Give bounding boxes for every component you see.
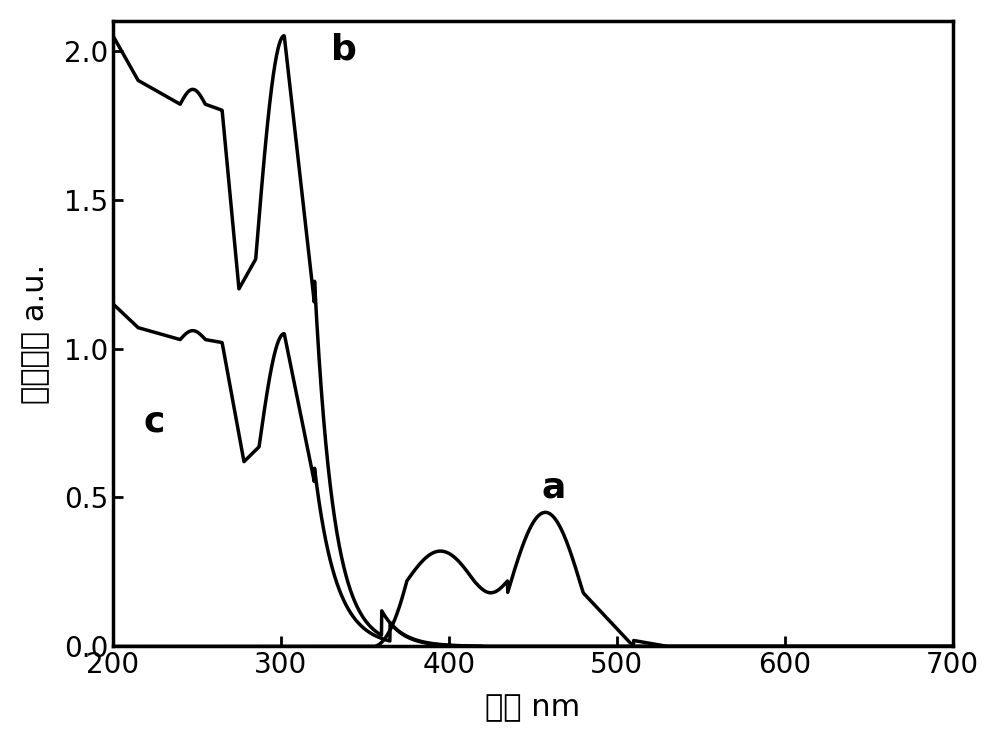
- Text: a: a: [541, 470, 566, 504]
- Y-axis label: 吸收強度 a.u.: 吸收強度 a.u.: [21, 264, 50, 403]
- X-axis label: 波長 nm: 波長 nm: [485, 693, 580, 722]
- Text: c: c: [143, 405, 165, 439]
- Text: b: b: [331, 33, 357, 67]
